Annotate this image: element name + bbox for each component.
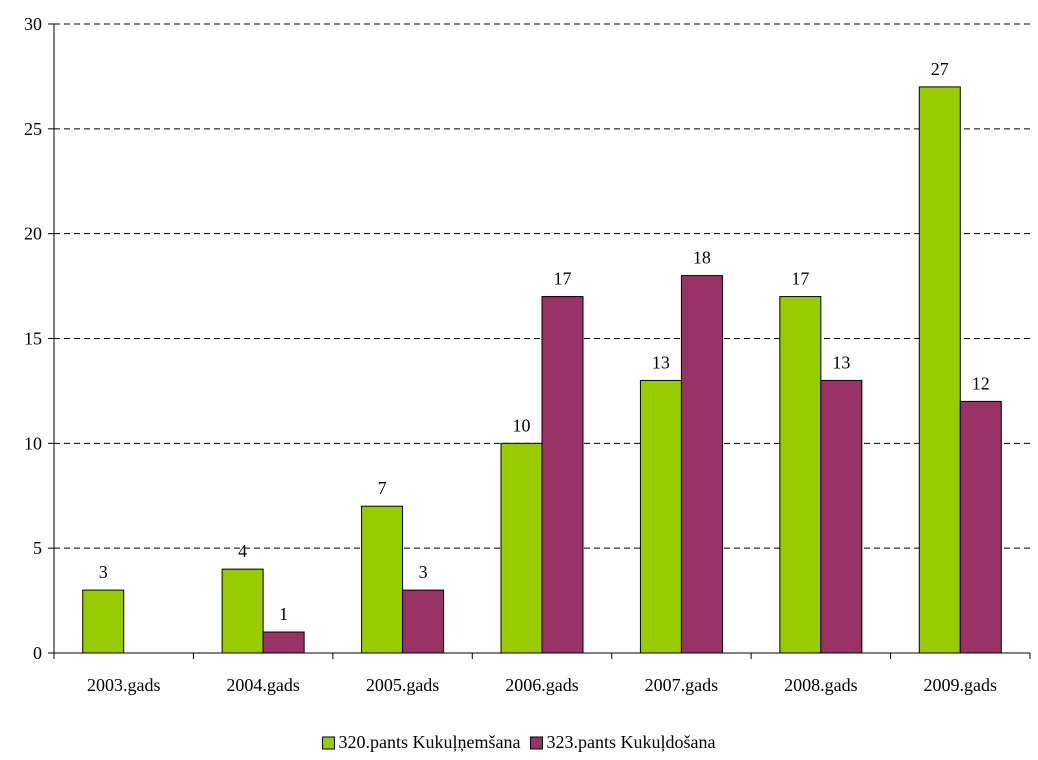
bar-series2	[402, 589, 445, 654]
data-label: 17	[791, 269, 809, 289]
legend-swatch	[322, 736, 336, 750]
data-label: 27	[931, 59, 949, 79]
x-tick-label: 2008.gads	[784, 675, 858, 695]
y-tick-label: 5	[33, 538, 42, 558]
bar-series1	[918, 86, 961, 654]
y-tick-label: 20	[24, 224, 42, 244]
bar-series2	[262, 631, 305, 654]
data-label: 13	[652, 352, 670, 372]
x-tick-label: 2005.gads	[366, 675, 440, 695]
legend-label: 323.pants Kukuļdošana	[546, 732, 715, 752]
bar-series1	[639, 379, 682, 654]
legend: 320.pants Kukuļņemšana 323.pants Kukuļdoš…	[322, 732, 715, 752]
axes: 0 5 10 15 20 25 30 2003.gads 2004.gads 2005.gads 2…	[24, 14, 1031, 695]
x-tick-label: 2004.gads	[226, 675, 300, 695]
y-tick-label: 10	[24, 433, 42, 453]
bar-series2	[541, 296, 584, 654]
legend-swatch	[529, 736, 543, 750]
gridlines	[54, 23, 1030, 549]
bar-series2	[820, 379, 863, 654]
bar-series1	[500, 442, 543, 654]
x-tick-label: 2003.gads	[87, 675, 161, 695]
data-label: 1	[279, 604, 288, 624]
bars	[82, 86, 1002, 654]
data-label: 18	[693, 248, 711, 268]
bar-series1	[361, 505, 404, 654]
data-label: 4	[238, 541, 247, 561]
bar-series1	[82, 589, 125, 654]
y-tick-label: 15	[24, 329, 42, 349]
data-label: 7	[378, 478, 387, 498]
bar-series1	[221, 568, 264, 654]
x-tick-label: 2009.gads	[924, 675, 998, 695]
data-label: 3	[99, 562, 108, 582]
data-label: 13	[832, 352, 850, 372]
data-label: 17	[554, 269, 572, 289]
y-tick-label: 0	[33, 643, 42, 663]
data-label: 3	[419, 562, 428, 582]
bar-series2	[680, 275, 723, 654]
legend-label: 320.pants Kukuļņemšana	[339, 732, 521, 752]
y-tick-label: 30	[24, 14, 42, 34]
x-tick-label: 2007.gads	[645, 675, 719, 695]
bar-series1	[779, 296, 822, 654]
bar-series2	[959, 400, 1002, 654]
x-tick-label: 2006.gads	[505, 675, 579, 695]
y-tick-label: 25	[24, 119, 42, 139]
data-label: 12	[972, 373, 990, 393]
data-label: 10	[513, 415, 531, 435]
